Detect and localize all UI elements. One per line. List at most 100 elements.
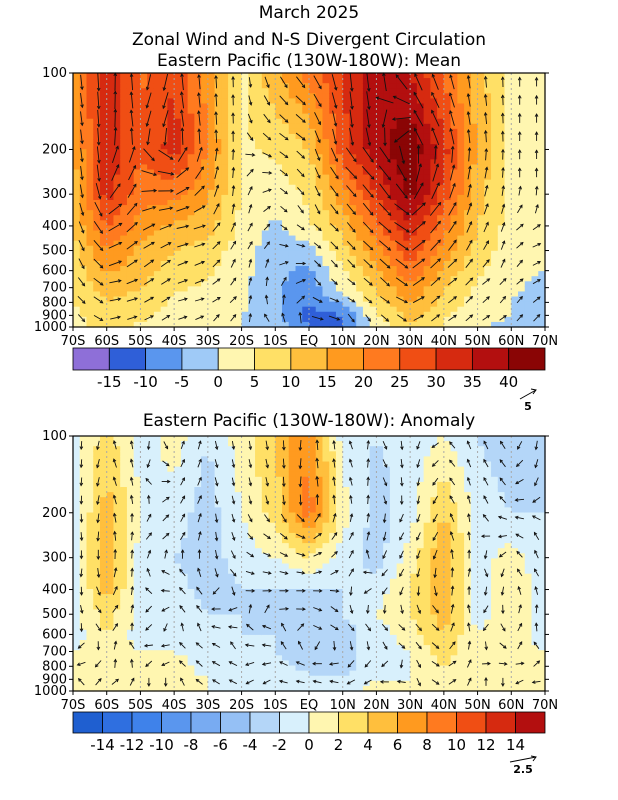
field-cell: [214, 210, 222, 216]
field-cell: [531, 291, 539, 298]
field-cell: [99, 271, 108, 277]
field-cell: [140, 311, 148, 318]
field-cell: [322, 128, 330, 135]
field-cell: [133, 281, 142, 287]
field-cell: [241, 321, 249, 328]
field-cell: [470, 255, 479, 262]
field-cell: [518, 260, 526, 267]
field-cell: [531, 245, 539, 252]
field-cell: [93, 492, 101, 498]
field-cell: [288, 321, 297, 328]
field-cell: [234, 93, 243, 99]
field-cell: [86, 629, 94, 636]
field-cell: [214, 174, 222, 181]
field-cell: [201, 164, 209, 171]
field-cell: [268, 240, 276, 247]
vector-arrow: [330, 147, 338, 162]
field-cell: [349, 301, 357, 308]
field-cell: [187, 250, 195, 257]
field-cell: [329, 174, 337, 181]
field-cell: [302, 200, 310, 206]
field-cell: [120, 215, 128, 221]
field-cell: [79, 240, 88, 247]
field-cell: [261, 88, 270, 94]
field-cell: [450, 179, 458, 186]
field-cell: [194, 93, 202, 99]
vector-arrow: [263, 113, 271, 123]
field-cell: [201, 281, 209, 287]
field-cell: [470, 245, 479, 252]
field-cell: [504, 235, 512, 242]
field-cell: [410, 296, 418, 303]
field-cell: [511, 123, 519, 130]
field-cell: [79, 466, 88, 473]
field-cell: [477, 93, 485, 99]
field-cell: [491, 194, 499, 201]
field-cell: [187, 194, 195, 201]
field-cell: [147, 78, 155, 84]
vector-arrowhead: [436, 314, 441, 318]
field-cell: [174, 88, 182, 94]
field-cell: [160, 98, 168, 105]
field-cell: [335, 169, 344, 176]
field-cell: [477, 154, 485, 160]
field-cell: [470, 184, 479, 191]
vector-arrow: [533, 314, 541, 322]
field-cell: [79, 461, 88, 468]
vector-arrowhead: [534, 185, 539, 190]
field-cell: [268, 255, 276, 262]
field-cell: [140, 497, 148, 503]
field-cell: [315, 230, 324, 237]
field-cell: [180, 281, 189, 287]
field-cell: [180, 118, 189, 125]
vector-arrowhead: [404, 299, 409, 304]
field-cell: [79, 456, 88, 463]
vector-arrowhead: [302, 119, 306, 123]
field-cell: [99, 301, 108, 308]
field-cell: [383, 73, 391, 79]
vector-arrowhead: [350, 87, 354, 92]
field-cell: [511, 88, 519, 94]
field-cell: [113, 266, 121, 272]
field-cell: [396, 210, 404, 216]
field-cell: [282, 149, 290, 155]
field-cell: [275, 255, 283, 262]
field-cell: [86, 245, 94, 252]
vector-arrowhead: [393, 139, 398, 143]
field-cell: [470, 78, 479, 84]
field-cell: [73, 655, 81, 661]
field-cell: [369, 245, 378, 252]
field-cell: [261, 93, 270, 99]
field-cell: [228, 200, 236, 206]
field-cell: [120, 291, 128, 298]
field-cell: [201, 250, 209, 257]
field-cell: [241, 144, 249, 150]
field-cell: [450, 301, 458, 308]
field-cell: [86, 604, 94, 610]
field-cell: [268, 200, 276, 206]
field-cell: [180, 225, 189, 232]
field-cell: [113, 311, 121, 318]
field-cell: [315, 164, 324, 171]
field-cell: [214, 73, 222, 79]
field-cell: [140, 215, 148, 221]
field-cell: [342, 113, 351, 120]
field-cell: [86, 291, 94, 298]
field-cell: [369, 316, 378, 323]
field-cell: [160, 245, 168, 252]
field-cell: [93, 108, 101, 115]
field-cell: [376, 154, 384, 160]
field-cell: [201, 291, 209, 298]
field-cell: [464, 78, 472, 84]
field-cell: [524, 286, 533, 293]
field-cell: [531, 250, 539, 257]
field-cell: [329, 230, 337, 237]
field-cell: [99, 680, 108, 687]
field-cell: [362, 78, 371, 84]
field-cell: [153, 93, 162, 99]
vector-arrow: [181, 73, 184, 91]
vector-arrow: [193, 225, 206, 230]
field-cell: [369, 306, 378, 313]
field-cell: [93, 645, 101, 651]
field-cell: [430, 133, 438, 140]
